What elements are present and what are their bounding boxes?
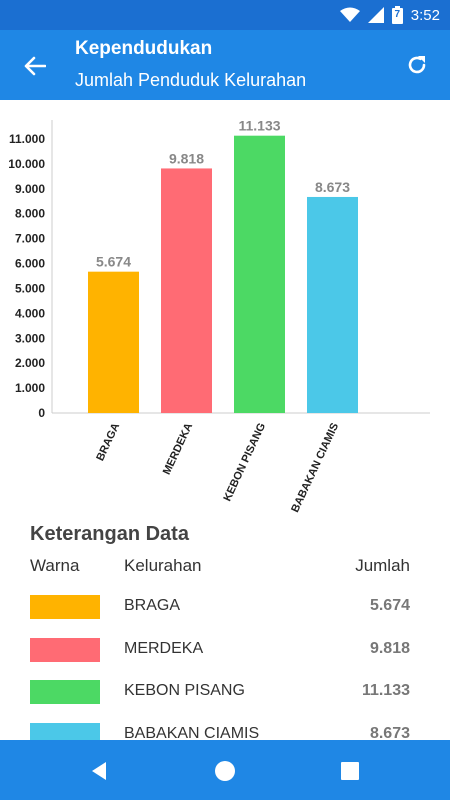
- legend-title: Keterangan Data: [30, 523, 189, 545]
- back-arrow-icon: [24, 56, 46, 76]
- status-bar: 7 3:52: [0, 0, 450, 30]
- app-bar: Kependudukan Jumlah Penduduk Kelurahan: [0, 30, 450, 100]
- bar-value-label: 8.673: [315, 179, 350, 195]
- nav-home-button[interactable]: [212, 758, 238, 784]
- bar: [307, 196, 358, 413]
- y-tick-label: 10.000: [8, 157, 45, 171]
- nav-home-icon: [215, 761, 235, 781]
- y-tick-label: 11.000: [9, 132, 45, 146]
- bar-value-label: 9.818: [169, 150, 204, 166]
- battery-level: 7: [394, 9, 401, 20]
- header-jumlah: Jumlah: [355, 556, 410, 575]
- page-subtitle: Jumlah Penduduk Kelurahan: [75, 70, 307, 90]
- header-kelurahan: Kelurahan: [124, 556, 202, 575]
- category-label: BRAGA: [94, 421, 122, 463]
- row-jumlah: 9.818: [369, 640, 410, 657]
- row-jumlah: 8.673: [369, 725, 410, 740]
- y-tick-label: 6.000: [15, 257, 45, 271]
- nav-recents-icon: [341, 762, 359, 780]
- page-title: Kependudukan: [75, 38, 213, 59]
- row-jumlah: 5.674: [369, 597, 410, 614]
- wifi-icon: [339, 7, 360, 22]
- y-tick-label: 7.000: [15, 232, 45, 246]
- data-legend: Keterangan Data Warna Kelurahan Jumlah B…: [0, 520, 450, 740]
- category-label: MERDEKA: [161, 421, 195, 477]
- chart-svg: 0 1.000 2.000 3.000 4.000 5.000 6.000 7.000 8.00…: [8, 118, 430, 514]
- navigation-bar: [0, 740, 450, 800]
- battery-icon: 7: [391, 6, 403, 24]
- header-warna: Warna: [30, 556, 80, 575]
- legend-row: KEBON PISANG 11.133: [0, 676, 450, 706]
- bar: [161, 168, 212, 413]
- y-tick-label: 5.000: [15, 281, 45, 295]
- status-icons: 7 3:52: [339, 0, 440, 30]
- color-swatch: [30, 595, 100, 619]
- bar-value-label: 11.133: [238, 118, 280, 134]
- color-swatch: [30, 723, 100, 740]
- y-tick-label: 1.000: [15, 381, 45, 395]
- legend-row: BABAKAN CIAMIS 8.673: [0, 719, 450, 740]
- nav-back-button[interactable]: [87, 758, 113, 784]
- refresh-button[interactable]: [402, 50, 432, 80]
- bar: [88, 271, 139, 413]
- legend-row: BRAGA 5.674: [0, 591, 450, 621]
- refresh-icon: [408, 56, 426, 74]
- color-swatch: [30, 680, 100, 704]
- color-swatch: [30, 638, 100, 662]
- nav-back-icon: [92, 762, 106, 780]
- category-label: KEBON PISANG: [221, 421, 268, 503]
- signal-icon: [367, 7, 384, 23]
- population-bar-chart: 0 1.000 2.000 3.000 4.000 5.000 6.000 7.000 8.00…: [0, 100, 450, 520]
- y-tick-label: 4.000: [15, 306, 45, 320]
- bar-value-label: 5.674: [96, 254, 131, 270]
- nav-recents-button[interactable]: [337, 758, 363, 784]
- y-tick-label: 8.000: [15, 207, 45, 221]
- y-tick-label: 2.000: [15, 356, 45, 370]
- back-button[interactable]: [20, 52, 50, 80]
- y-tick-label: 0: [38, 406, 45, 420]
- bar: [234, 135, 285, 414]
- status-time: 3:52: [410, 6, 440, 24]
- row-kelurahan: MERDEKA: [124, 640, 204, 657]
- row-kelurahan: BRAGA: [124, 597, 181, 614]
- legend-header: Warna Kelurahan Jumlah: [0, 556, 450, 580]
- y-tick-label: 9.000: [15, 182, 45, 196]
- row-jumlah: 11.133: [361, 682, 410, 699]
- row-kelurahan: BABAKAN CIAMIS: [124, 725, 260, 740]
- y-tick-label: 3.000: [15, 331, 45, 345]
- legend-row: MERDEKA 9.818: [0, 634, 450, 664]
- category-label: BABAKAN CIAMIS: [289, 421, 341, 514]
- row-kelurahan: KEBON PISANG: [124, 682, 245, 699]
